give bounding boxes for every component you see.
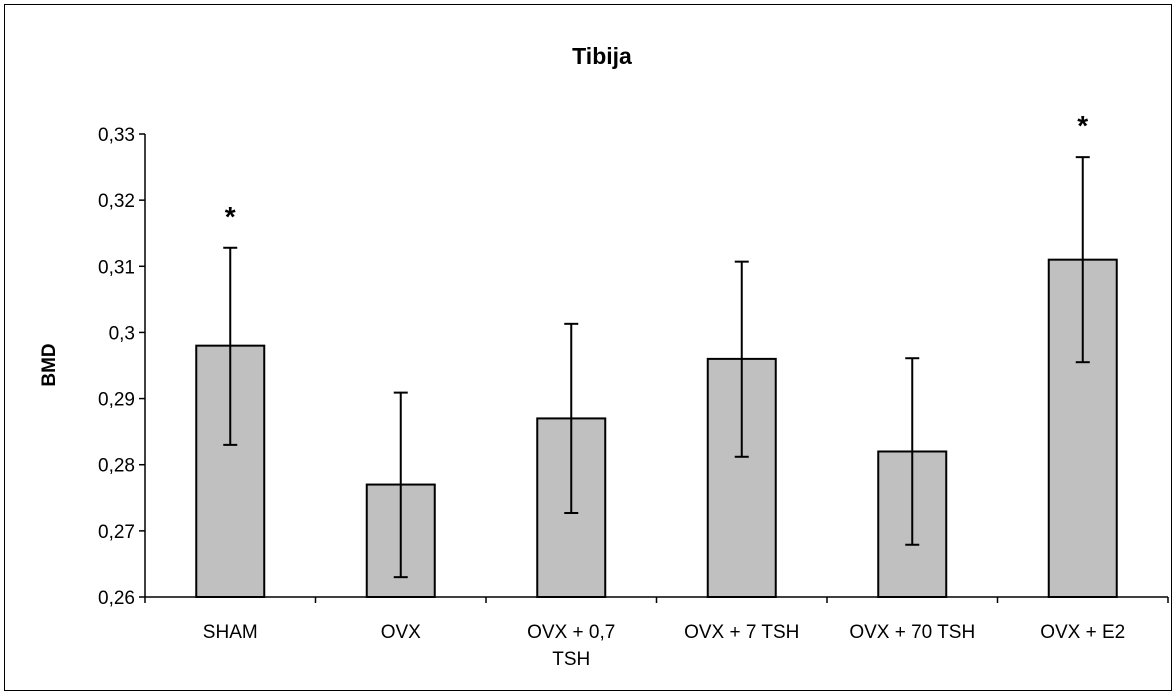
- x-tick-label: OVX + 0,7 TSH: [527, 622, 615, 670]
- y-axis-label: BMD: [39, 343, 60, 386]
- x-tick-label: OVX + 70 TSH: [849, 622, 975, 643]
- y-tick-label: 0,29: [98, 390, 135, 411]
- x-tick-label: SHAM: [203, 622, 258, 643]
- x-tick-label: OVX: [381, 622, 421, 643]
- significance-star: *: [1077, 110, 1088, 141]
- y-tick-label: 0,28: [98, 456, 135, 477]
- chart-title: Tibija: [572, 43, 632, 69]
- significance-markers: **: [225, 110, 1089, 232]
- x-axis: [144, 596, 1169, 603]
- bars: [195, 258, 1118, 598]
- x-tick-labels: SHAM OVX OVX + 0,7 TSH OVX + 7 TSH OVX + 70 T…: [203, 622, 1125, 670]
- error-bars: [223, 156, 1090, 579]
- y-axis: 0,26 0,27 0,28 0,29 0,3 0,31 0,32 0,33: [98, 125, 146, 609]
- y-tick-label: 0,27: [98, 522, 135, 543]
- y-tick-label: 0,33: [98, 125, 135, 146]
- y-tick-label: 0,32: [98, 191, 135, 212]
- y-tick-label: 0,3: [109, 323, 135, 344]
- x-tick-label: OVX + 7 TSH: [684, 622, 799, 643]
- x-tick-label: OVX + E2: [1040, 622, 1125, 643]
- y-tick-label: 0,26: [98, 588, 135, 609]
- y-tick-label: 0,31: [98, 257, 135, 278]
- significance-star: *: [225, 201, 236, 232]
